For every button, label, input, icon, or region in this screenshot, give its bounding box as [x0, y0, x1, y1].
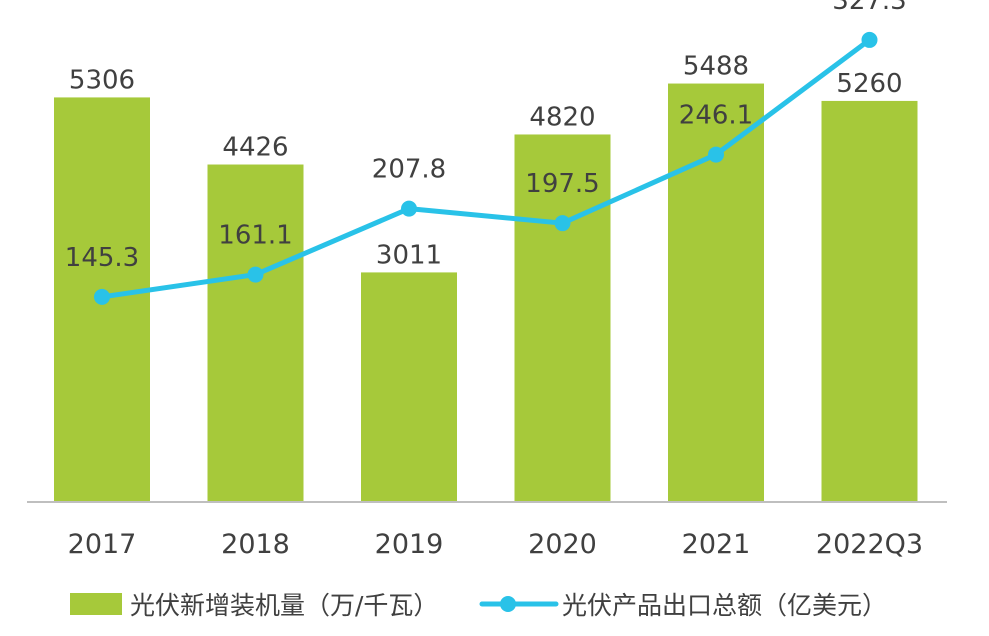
bars-layer	[54, 83, 918, 503]
line-point-2017	[94, 288, 110, 305]
line-point-2020	[554, 215, 571, 232]
bar-label-2017: 5306	[69, 65, 135, 95]
line-label-2018: 161.1	[218, 221, 292, 251]
line-label-2017: 145.3	[65, 243, 139, 273]
bar-label-2020: 4820	[529, 102, 595, 132]
x-tick-2022Q3: 2022Q3	[816, 529, 923, 560]
line-label-2022Q3: 327.3	[832, 0, 906, 16]
bar-2018	[207, 164, 304, 502]
bar-label-2022Q3: 5260	[836, 69, 902, 99]
bar-label-2019: 3011	[376, 240, 442, 270]
line-label-2021: 246.1	[679, 101, 753, 131]
x-tick-2020: 2020	[528, 529, 597, 560]
legend-line-label: 光伏产品出口总额（亿美元）	[562, 591, 887, 620]
bar-label-2021: 5488	[683, 52, 749, 82]
line-point-2018	[247, 266, 264, 283]
x-tick-2018: 2018	[221, 529, 290, 560]
line-layer	[94, 31, 878, 305]
line-point-2019	[401, 200, 417, 217]
bar-label-2018: 4426	[222, 133, 288, 163]
line-series	[99, 37, 872, 300]
x-tick-2019: 2019	[375, 529, 444, 560]
bar-2020	[514, 134, 611, 502]
line-point-2022Q3	[861, 31, 878, 48]
legend-bar-label: 光伏新增装机量（万/千瓦）	[130, 591, 438, 620]
legend-bar-swatch	[70, 593, 122, 615]
x-tick-2017: 2017	[68, 529, 137, 560]
bar-2019	[361, 272, 457, 502]
line-label-2019: 207.8	[372, 155, 446, 185]
ticks-layer: 2017 2018 2019 2020 2021 2022Q3	[68, 529, 923, 560]
x-tick-2021: 2021	[682, 529, 751, 560]
line-point-2021	[708, 146, 724, 163]
legend-line-marker	[500, 596, 516, 612]
line-label-2020: 197.5	[525, 169, 599, 199]
legend: 光伏新增装机量（万/千瓦） 光伏产品出口总额（亿美元）	[70, 591, 887, 620]
bar-2021	[668, 83, 764, 502]
labels-layer: 5306 4426 3011 4820 5488 5260 145.3 161.1 207.8 1…	[65, 0, 907, 273]
bar-2022Q3	[821, 100, 918, 503]
